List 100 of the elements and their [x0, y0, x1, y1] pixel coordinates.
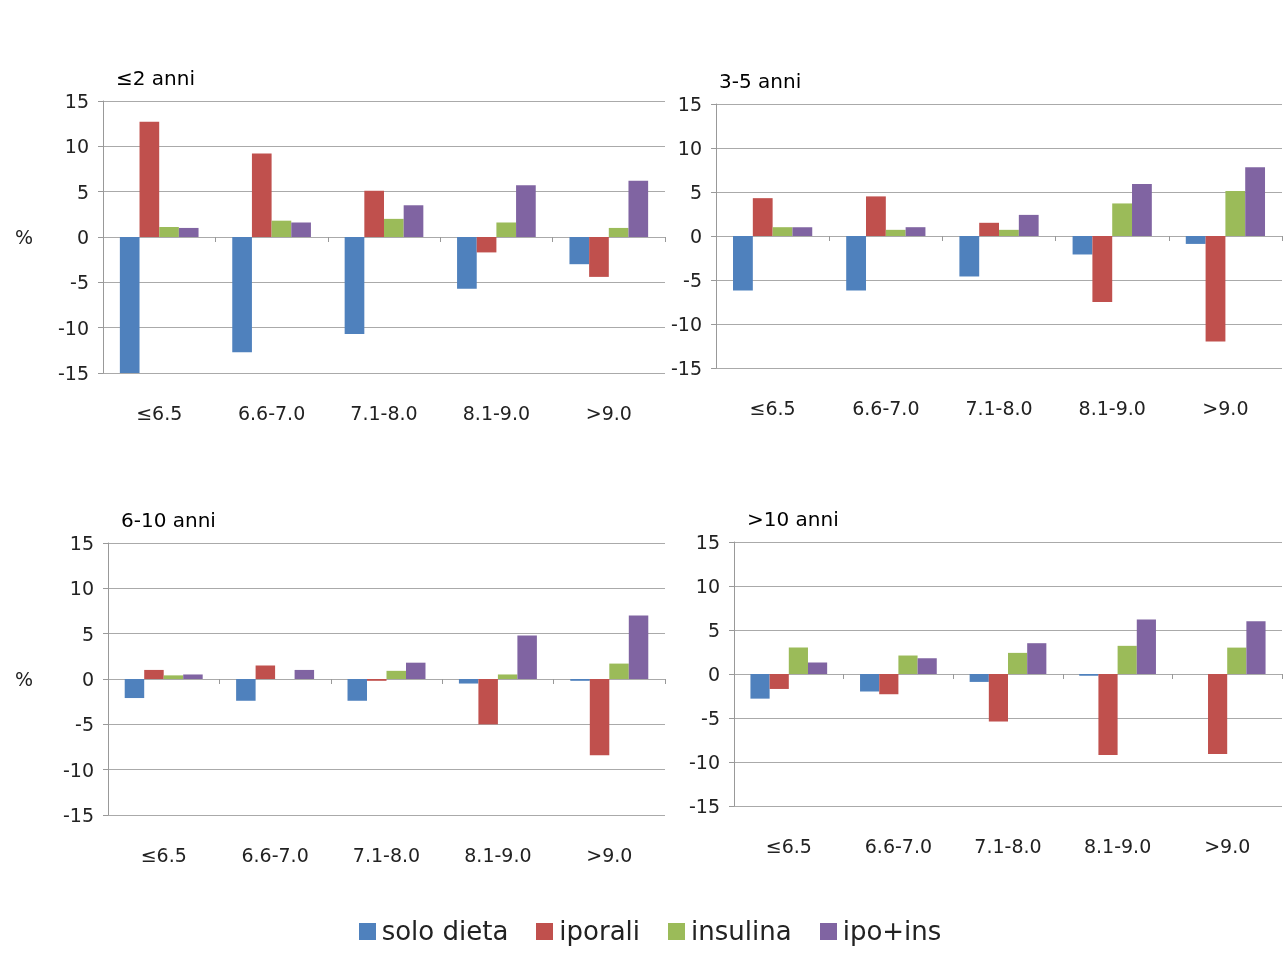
chart-title: >10 anni — [747, 507, 839, 531]
x-tick-label: 8.1-9.0 — [462, 401, 531, 424]
y-tick-label: 5 — [81, 622, 94, 645]
chart-title: 6-10 anni — [121, 508, 216, 532]
bar — [969, 674, 989, 682]
bar — [1027, 643, 1047, 674]
bar — [496, 222, 517, 237]
y-tick-label: 10 — [695, 575, 720, 597]
bar — [1132, 184, 1152, 236]
bar — [1112, 203, 1133, 236]
bar — [1117, 645, 1137, 674]
bar — [497, 674, 518, 679]
y-tick-label: 15 — [677, 93, 703, 115]
bar — [999, 229, 1019, 236]
bar — [959, 236, 980, 277]
y-tick-label: -15 — [57, 362, 89, 384]
y-tick-label: 15 — [69, 532, 94, 554]
bar — [124, 679, 145, 699]
y-tick-label: -10 — [57, 316, 89, 339]
bar — [516, 185, 536, 237]
bar — [386, 670, 406, 679]
bar — [178, 227, 199, 237]
bar — [917, 658, 937, 674]
y-tick-label: -15 — [62, 804, 94, 826]
bar — [608, 227, 629, 237]
y-tick-label: 5 — [76, 180, 89, 203]
bar — [1136, 619, 1156, 674]
bar — [988, 674, 1008, 722]
bar — [569, 237, 590, 265]
bar — [733, 236, 753, 291]
bar — [251, 153, 272, 237]
bar — [236, 679, 256, 701]
y-tick-label: 0 — [76, 226, 89, 248]
x-tick-label: 8.1-9.0 — [464, 843, 532, 866]
x-tick-label: 7.1-8.0 — [352, 843, 421, 866]
y-tick-label: -5 — [683, 269, 703, 291]
bar — [589, 679, 610, 756]
y-axis-title: % — [14, 668, 33, 690]
x-tick-label: 8.1-9.0 — [1083, 834, 1152, 857]
y-tick-label: -10 — [62, 758, 94, 781]
bar — [1018, 214, 1039, 236]
y-tick-label: -10 — [688, 751, 720, 773]
x-tick-label: >9.0 — [1202, 396, 1249, 419]
y-tick-label: 0 — [689, 225, 703, 247]
y-tick-label: -5 — [75, 713, 94, 736]
y-tick-label: 10 — [69, 577, 94, 600]
y-tick-label: -10 — [670, 313, 703, 335]
bar — [1098, 674, 1118, 755]
bar — [1205, 236, 1226, 342]
y-tick-label: -5 — [701, 707, 720, 729]
y-axis-title: % — [14, 226, 33, 248]
chart-title: ≤2 anni — [116, 66, 196, 90]
y-tick-label: 15 — [695, 531, 720, 553]
bar — [788, 647, 808, 674]
bar — [403, 205, 424, 237]
bar — [364, 190, 384, 237]
bar — [609, 663, 629, 679]
x-tick-label: >9.0 — [1204, 834, 1251, 857]
legend-label: insulina — [691, 916, 792, 946]
bar — [772, 227, 793, 236]
x-tick-label: ≤6.5 — [765, 834, 812, 857]
x-tick-label: 6.6-7.0 — [237, 401, 306, 424]
bar — [792, 227, 813, 236]
bar — [628, 615, 649, 679]
x-tick-label: 6.6-7.0 — [241, 843, 309, 866]
x-tick-label: 6.6-7.0 — [852, 396, 920, 419]
bar — [860, 674, 880, 692]
bar — [294, 669, 315, 679]
bar — [1008, 652, 1028, 674]
bar — [1208, 674, 1228, 755]
y-tick-label: 15 — [64, 90, 89, 112]
bar — [384, 218, 404, 237]
legend-label: ipo+ins — [842, 916, 942, 946]
bar — [144, 669, 164, 679]
bar — [1072, 236, 1093, 255]
y-tick-label: 10 — [677, 137, 703, 159]
bar — [628, 180, 649, 237]
x-tick-label: ≤6.5 — [140, 843, 187, 866]
x-tick-label: 6.6-7.0 — [864, 834, 933, 857]
bar — [589, 237, 609, 277]
legend-label: solo dieta — [381, 916, 509, 946]
bar — [1227, 647, 1247, 674]
bar — [752, 198, 773, 236]
bar — [885, 229, 906, 236]
bar — [163, 675, 184, 679]
y-tick-label: 5 — [707, 619, 720, 641]
x-tick-label: 8.1-9.0 — [1078, 396, 1146, 419]
bar — [291, 222, 311, 237]
bar — [1092, 236, 1113, 302]
bar — [159, 227, 179, 237]
y-tick-label: 0 — [707, 663, 720, 685]
y-tick-label: 10 — [64, 135, 89, 158]
bar — [255, 665, 276, 679]
x-tick-label: >9.0 — [585, 401, 632, 424]
x-tick-label: ≤6.5 — [136, 401, 183, 424]
legend-label: iporali — [559, 916, 641, 946]
bar — [476, 237, 497, 253]
bar — [478, 679, 498, 725]
bar — [406, 662, 426, 679]
y-tick-label: -15 — [670, 357, 703, 379]
